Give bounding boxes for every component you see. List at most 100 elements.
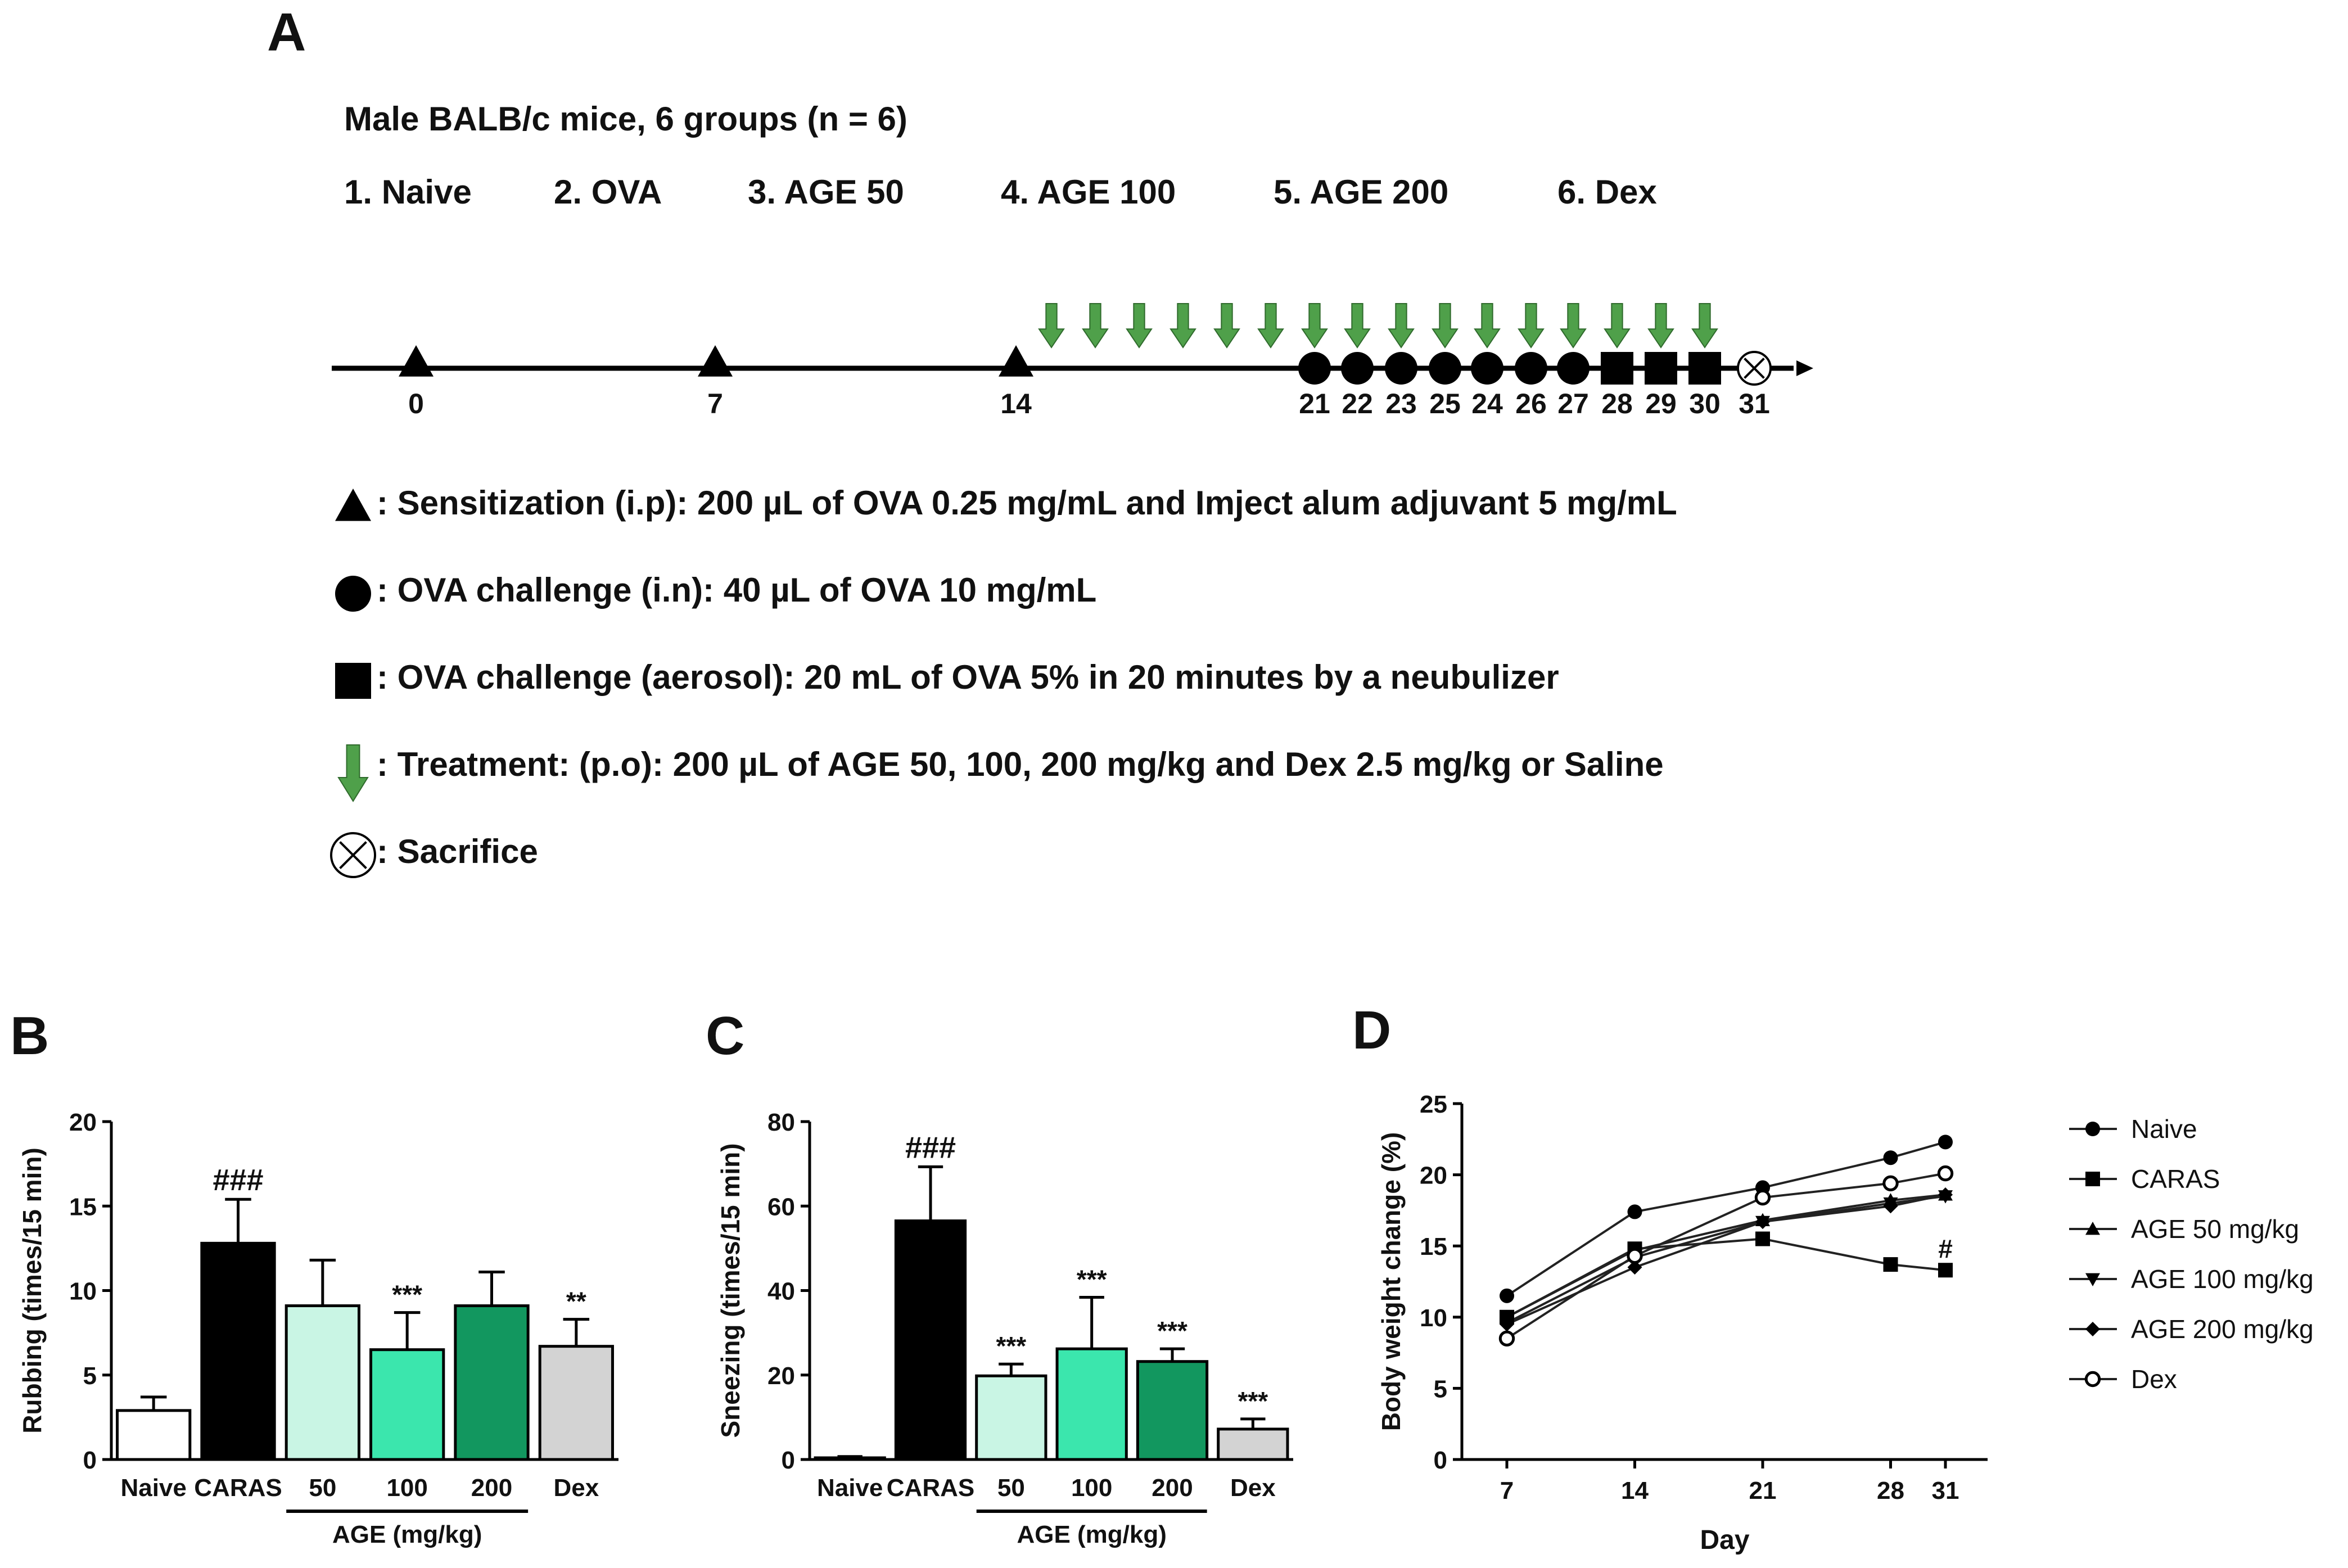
data-point-CARAS <box>1755 1231 1770 1246</box>
data-point-Naive <box>1883 1150 1898 1165</box>
timeline-day-label: 22 <box>1342 388 1373 419</box>
legend-label: AGE 200 mg/kg <box>2131 1314 2314 1344</box>
timeline-marker-circle <box>1341 352 1374 385</box>
treatment-arrow <box>1344 303 1371 349</box>
y-tick-label: 0 <box>1434 1447 1447 1474</box>
x-category-label: 200 <box>471 1474 512 1502</box>
timeline-day-label: 27 <box>1557 388 1589 419</box>
timeline-arrowhead <box>1796 360 1813 376</box>
x-category-label: 200 <box>1152 1474 1193 1502</box>
timeline-day-label: 28 <box>1601 388 1633 419</box>
legend-marker-circle <box>2085 1122 2100 1136</box>
protocol-legend: : Sensitization (i.p): 200 µL of OVA 0.2… <box>330 484 1677 878</box>
timeline-day-label: 29 <box>1645 388 1677 419</box>
data-point-Dex <box>1627 1248 1643 1264</box>
panel-a-protocol: A Male BALB/c mice, 6 groups (n = 6) 1. … <box>267 2 1813 878</box>
legend-text: : OVA challenge (aerosol): 20 mL of OVA … <box>377 658 1559 696</box>
legend-cross-circle-icon <box>330 832 376 878</box>
x-category-label: Dex <box>1230 1474 1276 1502</box>
panel-d-letter: D <box>1352 1000 1391 1060</box>
significance-label: *** <box>1077 1265 1107 1294</box>
bar-Dex <box>538 1345 614 1461</box>
x-tick-label: 7 <box>1500 1477 1514 1504</box>
x-category-label: Dex <box>553 1474 599 1502</box>
significance-label: # <box>1938 1234 1953 1263</box>
data-point-AGE 200 mg/kg <box>1883 1199 1898 1214</box>
panel-b-letter: B <box>10 1006 49 1066</box>
legend-square-icon <box>335 663 371 699</box>
panel-c-sneezing: C 0 20 40 60 80 Sneezing (times/15 min) Naive #… <box>706 1006 1293 1548</box>
timeline-marker-square <box>1688 352 1721 385</box>
bar-CARAS <box>200 1241 276 1461</box>
y-tick-label: 15 <box>1420 1233 1447 1260</box>
y-axis-title: Body weight change (%) <box>1376 1132 1406 1431</box>
x-category-label: 100 <box>386 1474 427 1502</box>
treatment-arrow <box>1518 303 1545 349</box>
significance-label: ** <box>566 1287 586 1316</box>
data-point-Naive <box>1627 1204 1642 1219</box>
chart-b: 0 5 10 15 20 Rubbing (times/15 min) Naive ### CA… <box>17 1109 618 1548</box>
group-label: 1. Naive <box>344 173 472 211</box>
timeline-day-label: 23 <box>1385 388 1417 419</box>
y-tick-label: 25 <box>1420 1091 1447 1118</box>
legend-label: AGE 100 mg/kg <box>2131 1264 2314 1294</box>
x-category-label: CARAS <box>887 1474 974 1502</box>
chart-c: 0 20 40 60 80 Sneezing (times/15 min) Naive ###… <box>716 1109 1293 1548</box>
treatment-arrow <box>1213 303 1240 349</box>
bar-100 <box>1055 1347 1128 1461</box>
y-tick-label: 10 <box>69 1278 97 1305</box>
timeline-day-label: 24 <box>1471 388 1503 419</box>
group-label: 5. AGE 200 <box>1274 173 1448 211</box>
x-tick-label: 31 <box>1932 1477 1959 1504</box>
legend-text: : OVA challenge (i.n): 40 µL of OVA 10 m… <box>377 571 1096 609</box>
x-group-label: AGE (mg/kg) <box>332 1521 482 1548</box>
x-axis-title: Day <box>1700 1525 1749 1555</box>
group-label: 6. Dex <box>1557 173 1657 211</box>
bar-CARAS <box>894 1219 967 1461</box>
treatment-arrow <box>1170 303 1196 349</box>
data-point-Dex <box>1754 1189 1771 1206</box>
legend-marker-triangle-up <box>2085 1222 2100 1235</box>
timeline: 0 7 14 21 22 23 25 24 26 27 28 29 30 31 <box>332 303 1813 419</box>
data-point-Dex <box>1498 1330 1515 1346</box>
treatment-arrow <box>1560 303 1587 349</box>
treatment-arrow <box>1474 303 1501 349</box>
group-label: 4. AGE 100 <box>1001 173 1176 211</box>
timeline-marker-circle <box>1471 352 1503 385</box>
data-point-Dex <box>1882 1175 1899 1191</box>
timeline-day-label: 30 <box>1689 388 1721 419</box>
x-category-label: 50 <box>997 1474 1025 1502</box>
legend-text: : Treatment: (p.o): 200 µL of AGE 50, 10… <box>377 745 1664 783</box>
y-tick-label: 5 <box>83 1362 97 1390</box>
legend-marker-triangle-down <box>2085 1273 2100 1286</box>
x-group-label: AGE (mg/kg) <box>1017 1521 1166 1548</box>
timeline-marker-circle <box>1298 352 1331 385</box>
data-point-Dex <box>1937 1165 1954 1182</box>
y-axis-title: Sneezing (times/15 min) <box>716 1143 745 1438</box>
series-line-Naive <box>1506 1141 1946 1297</box>
chart-d: 0 5 10 15 20 25 7 14 21 28 31 Day Body weight change… <box>1376 1091 2314 1555</box>
x-tick-label: 28 <box>1877 1477 1904 1504</box>
study-header: Male BALB/c mice, 6 groups (n = 6) <box>344 100 907 138</box>
x-category-label: 50 <box>309 1474 336 1502</box>
timeline-day-label: 14 <box>1000 388 1032 419</box>
series-line-CARAS <box>1506 1237 1946 1318</box>
bar-100 <box>369 1348 445 1461</box>
bar-200 <box>454 1304 530 1461</box>
x-category-label: CARAS <box>194 1474 282 1502</box>
y-tick-label: 60 <box>767 1193 795 1221</box>
timeline-marker-triangle <box>698 345 733 377</box>
bar-200 <box>1136 1360 1209 1461</box>
legend-triangle-icon <box>335 489 371 521</box>
data-point-CARAS <box>1938 1263 1953 1278</box>
data-point-AGE 200 mg/kg <box>1500 1317 1514 1332</box>
y-axis-title: Rubbing (times/15 min) <box>17 1147 47 1434</box>
bar-Naive <box>814 1456 886 1461</box>
timeline-marker-circle <box>1557 352 1590 385</box>
timeline-marker-triangle <box>399 345 434 377</box>
y-tick-label: 15 <box>69 1193 97 1221</box>
y-tick-label: 20 <box>767 1362 795 1390</box>
y-tick-label: 20 <box>1420 1162 1447 1190</box>
treatment-arrow <box>1647 303 1674 349</box>
